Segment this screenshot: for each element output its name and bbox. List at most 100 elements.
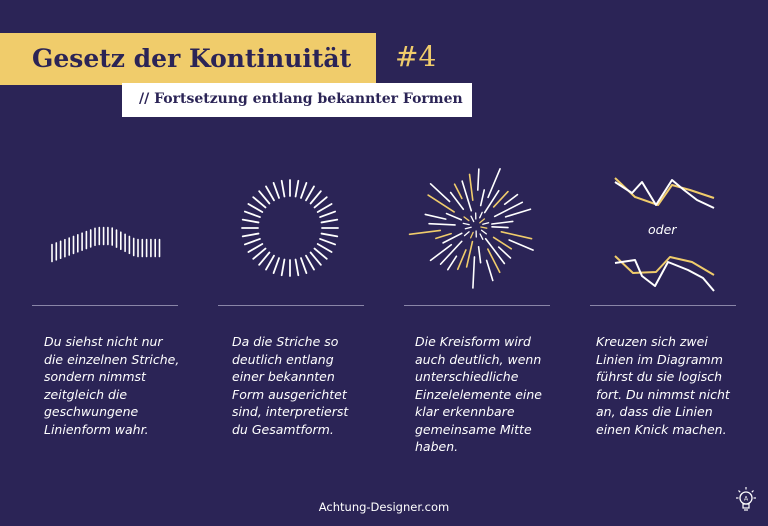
circle-dash [315,197,327,207]
circle-dash [296,260,299,276]
text-line: einen Knick machen. [596,421,730,439]
burst-dash [428,195,454,212]
burst-dash [470,174,473,200]
burst-dash [436,234,451,239]
burst-dash [410,230,441,234]
circle-dash [248,204,262,212]
circle-dash [282,181,285,197]
burst-dash [509,240,533,250]
panel-1-description: Du siehst nicht nur die einzelnen Strich… [44,333,179,438]
burst-dash [481,227,487,228]
text-line: sind, interpretierst [232,403,348,421]
burst-dash [462,181,471,211]
text-line: die einzelnen Striche, [44,351,179,369]
burst-dash [482,230,487,234]
circle-dash [266,186,274,200]
lightbulb-icon: A [733,486,759,516]
burst-dash [485,191,499,213]
burst-dash [429,224,455,225]
burst-dash [479,247,481,263]
svg-text:A: A [744,496,749,503]
text-line: Linien im Diagramm [596,351,730,369]
burst-dash [465,227,471,228]
burst-dash [431,245,452,261]
burst-dash [483,223,489,224]
circle-dash [296,181,299,197]
circle-dash [243,234,259,237]
text-line: Einzelelemente eine [415,386,542,404]
text-line: Die Kreisform wird [415,333,542,351]
circle-dash [320,239,335,244]
burst-dash [463,223,469,224]
circle-dash [274,183,279,198]
text-line: fort. Du nimmst nicht [596,386,730,404]
text-line: du Gesamtform. [232,421,348,439]
circle-dash [318,204,332,212]
panel-4-description: Kreuzen sich zwei Linien im Diagramm füh… [596,333,730,438]
burst-dash [458,250,466,269]
text-line: zeitgleich die [44,386,179,404]
wave-dashes-illustration [52,228,160,262]
circle-dash [311,253,321,265]
burst-dash [448,256,457,269]
burst-dash [480,219,485,223]
circle-dash [248,244,262,252]
circle-dash [322,220,338,223]
burst-dash [447,214,462,220]
circle-dash [245,212,260,217]
circle-dash [306,256,314,270]
burst-dash [467,242,473,267]
circle-dash [318,244,332,252]
circle-dash [253,249,265,259]
circle-dash [311,191,321,203]
text-line: auch deutlich, wenn [415,351,542,369]
circle-dash [320,212,335,217]
circle-dash [259,253,269,265]
panel-2-description: Da die Striche so deutlich entlang einer… [232,333,348,438]
burst-dash [499,247,511,258]
divider-1 [32,305,178,306]
oder-label: oder [648,222,676,237]
text-line: geschwungene [44,403,179,421]
burst-dash [471,232,473,237]
circle-dash [301,258,306,273]
text-line: an, dass die Linien [596,403,730,421]
text-line: gemeinsame Mitte [415,421,542,439]
burst-dash [492,221,513,224]
burst-dash [487,260,493,280]
burst-dash [451,193,464,210]
circle-dash [306,186,314,200]
circle-dash [253,197,265,207]
site-credit: Achtung-Designer.com [0,500,768,514]
burst-dash [505,195,518,205]
burst-dash [495,202,523,216]
burst-dash [481,190,485,206]
text-line: sondern nimmst [44,368,179,386]
circle-dash [322,234,338,237]
starburst-illustration [410,169,534,288]
circle-dash [274,258,279,273]
text-line: klar erkennbare [415,403,542,421]
text-line: Da die Striche so [232,333,348,351]
divider-4 [590,305,736,306]
text-line: einer bekannten [232,368,348,386]
circle-dash [266,256,274,270]
text-line: unterschiedliche [415,368,542,386]
circle-of-dashes-illustration [242,180,338,276]
burst-dash [478,169,479,190]
burst-dash [425,214,445,219]
circle-dash [245,239,260,244]
text-line: haben. [415,438,542,456]
circle-dash [282,260,285,276]
circle-dash [259,191,269,203]
burst-dash [471,216,474,221]
circle-dash [301,183,306,198]
burst-dash [465,232,470,236]
burst-dash [506,209,531,217]
burst-dash [480,234,483,239]
burst-dash [494,237,512,248]
text-line: deutlich entlang [232,351,348,369]
circle-dash [315,249,327,259]
text-line: Linienform wahr. [44,421,179,439]
burst-dash [501,232,531,239]
